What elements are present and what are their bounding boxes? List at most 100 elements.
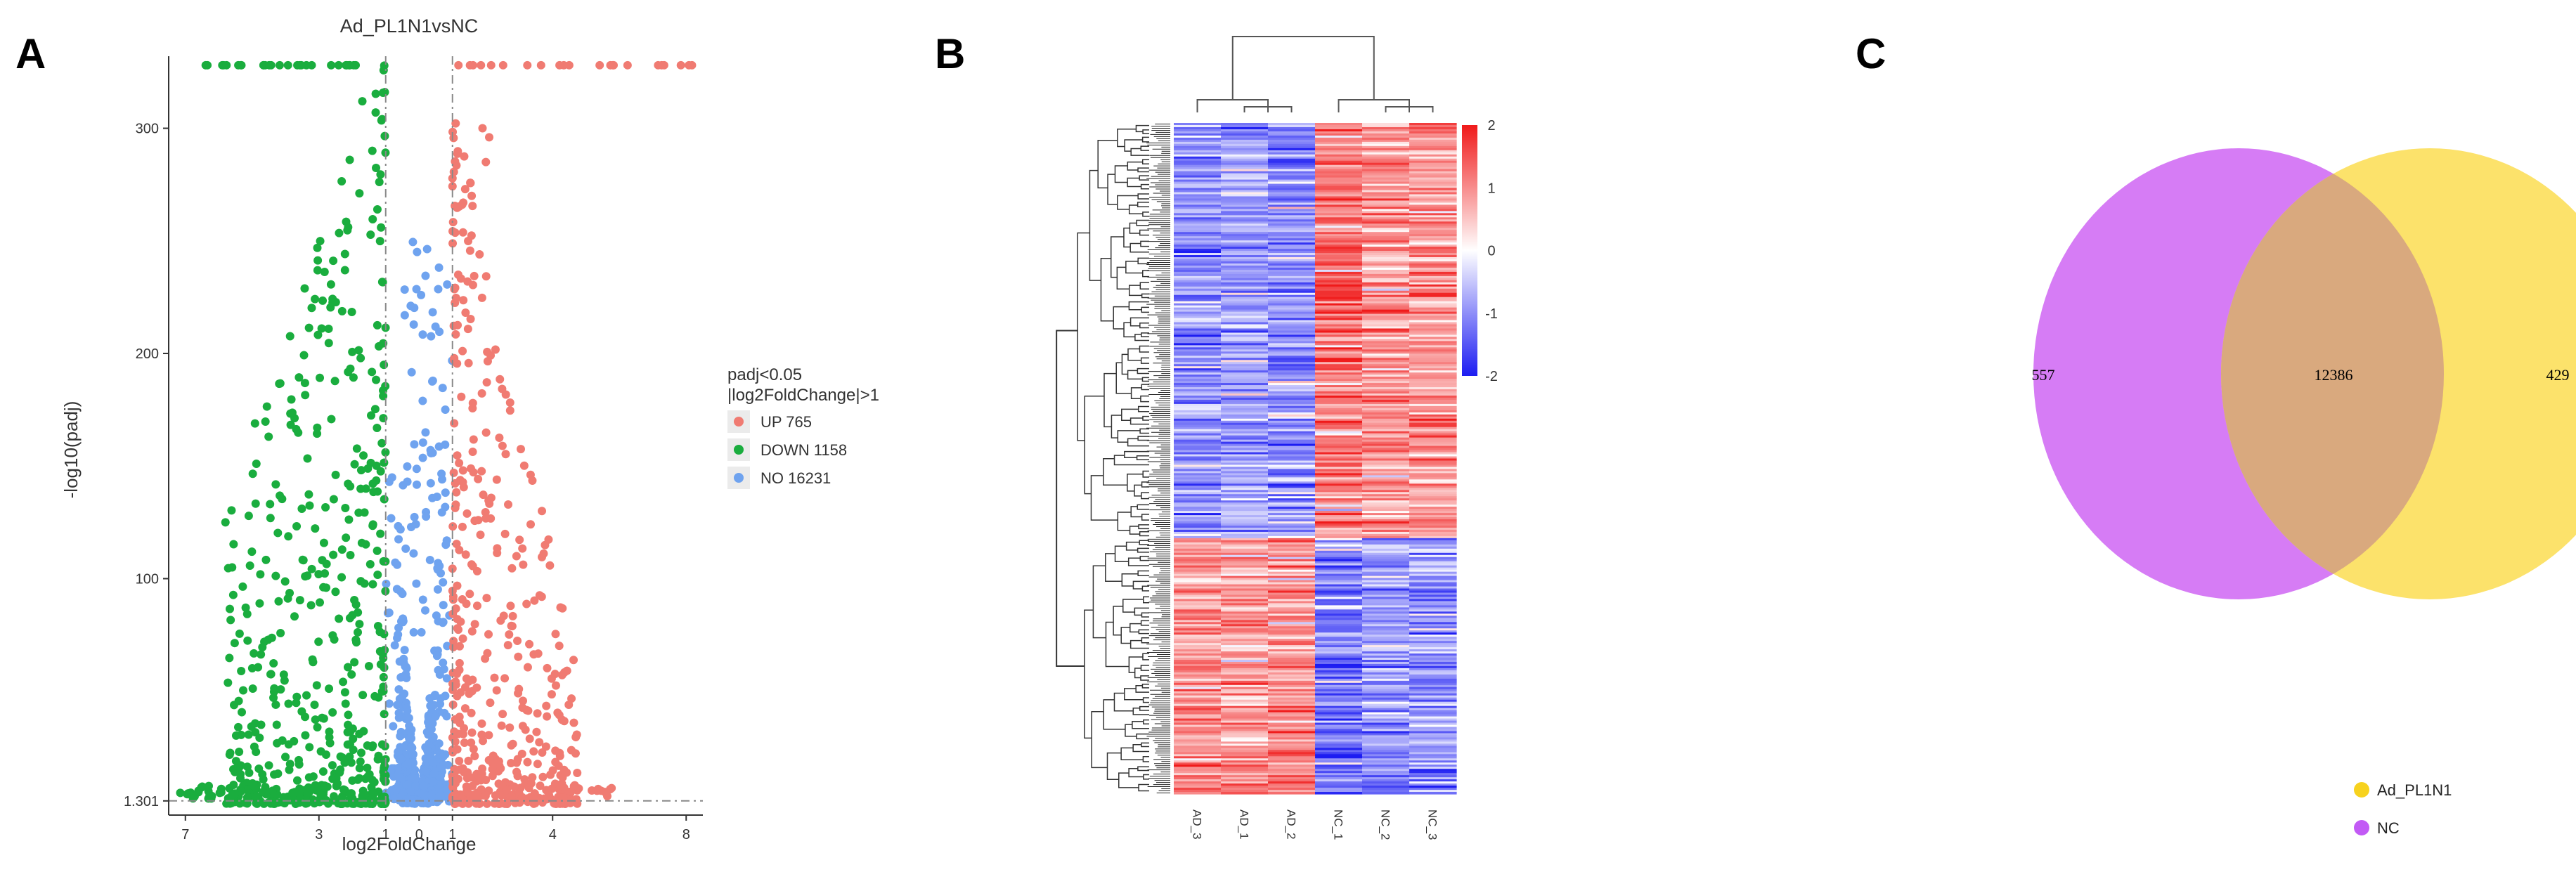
down-point [251,783,260,792]
up-point [588,786,597,795]
row-dendro-link [1123,322,1135,338]
heatmap-cell [1268,324,1316,327]
heatmap-cell [1362,716,1410,720]
row-dendro-link [1141,293,1149,299]
down-point [352,444,361,453]
row-dendro-link [1143,596,1149,604]
heatmap-cell [1268,735,1316,738]
heatmap-cell [1268,605,1316,608]
venn-count-intersection: 12386 [2315,366,2353,384]
heatmap-cell [1221,737,1269,741]
heatmap-cell [1174,477,1222,480]
down-point [271,480,280,489]
heatmap-cell [1362,668,1410,671]
down-point [234,696,243,705]
heatmap-cell [1409,351,1457,354]
row-dendro-link [1140,145,1149,151]
row-dendro-link [1124,139,1143,152]
down-point [261,417,270,426]
heatmap-cell [1409,403,1457,407]
down-point [264,432,273,441]
heatmap-cell [1315,486,1363,488]
heatmap-cell [1315,526,1363,528]
heatmap-cell [1174,678,1222,682]
heatmap-cell [1221,754,1269,757]
heatmap-cell [1174,303,1222,306]
heatmap-cell [1268,158,1316,162]
heatmap-cell [1268,387,1316,390]
heatmap-cell [1362,641,1410,644]
heatmap-cell [1221,257,1269,260]
no-point [439,601,448,610]
heatmap-cell [1268,137,1316,141]
heatmap-cell [1362,401,1410,405]
up-point [507,758,516,767]
heatmap-cell [1362,475,1410,478]
heatmap-cell [1221,420,1269,424]
heatmap-cell [1268,647,1316,650]
heatmap-cell [1409,198,1457,202]
heatmap-cell [1268,207,1316,209]
heatmap-cell [1268,760,1316,763]
heatmap-cell [1409,372,1457,375]
heatmap-cell [1174,433,1222,436]
heatmap-cell [1174,699,1222,703]
heatmap-cell [1315,588,1363,592]
heatmap-cell [1174,464,1222,468]
heatmap-cell [1362,349,1410,352]
heatmap-cell [1174,521,1222,524]
up-point [521,725,530,734]
heatmap-cell [1315,280,1363,283]
up-point [556,603,565,612]
heatmap-cell [1221,575,1269,579]
heatmap-cell [1315,379,1363,382]
heatmap-cell [1268,767,1316,769]
row-dendro-link [1123,227,1131,248]
heatmap-column-label: NC_1 [1332,809,1345,840]
heatmap-cell [1409,242,1457,245]
heatmap-cell [1409,450,1457,453]
up-point-capped [454,60,463,70]
heatmap-cell [1409,326,1457,330]
heatmap-cell [1362,758,1410,761]
down-point [242,609,252,618]
up-point [455,642,464,651]
heatmap-cell [1268,123,1316,126]
heatmap-cell [1174,299,1222,302]
heatmap-cell [1174,540,1222,543]
row-dendro-link [1130,623,1141,633]
up-point [470,751,479,760]
heatmap-cell [1409,414,1457,417]
heatmap-cell [1221,494,1269,497]
heatmap-cell [1362,389,1410,392]
heatmap-cell [1409,211,1457,214]
up-point [551,630,560,639]
heatmap-cell [1315,575,1363,579]
up-point [571,749,580,758]
heatmap-cell [1174,722,1222,726]
heatmap-cell [1362,724,1410,728]
up-point [518,544,527,553]
down-point [380,495,389,504]
heatmap-cell [1409,175,1457,178]
down-point [266,670,276,679]
heatmap-cell [1362,754,1410,757]
down-point [368,479,377,488]
heatmap-cell [1409,343,1457,346]
heatmap-cell [1409,561,1457,564]
down-point [337,306,347,315]
row-dendro-link [1121,408,1139,421]
row-dendro-link [1125,261,1143,274]
down-point-capped [334,60,343,70]
heatmap-cell [1409,733,1457,736]
heatmap-cell [1362,265,1410,268]
heatmap-cell [1362,699,1410,703]
heatmap-cell [1409,588,1457,592]
heatmap-cell [1174,320,1222,323]
row-dendro-link [1127,161,1143,171]
up-point [542,701,551,710]
colorbar-tick-label: 1 [1487,181,1495,196]
down-point [245,561,254,571]
heatmap-cell [1174,257,1222,260]
heatmap-cell [1409,305,1457,308]
